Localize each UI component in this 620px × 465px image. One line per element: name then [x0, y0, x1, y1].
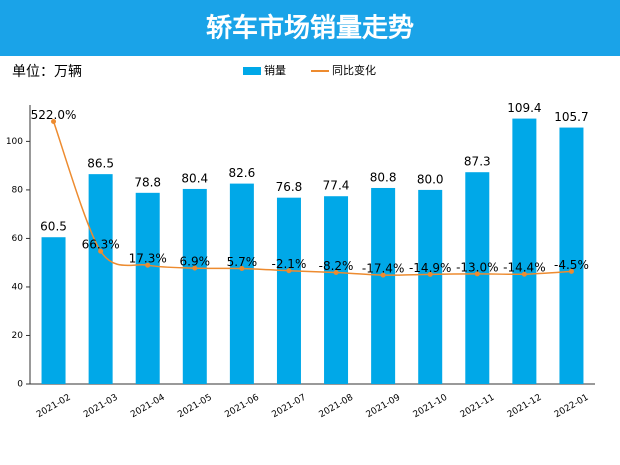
bar-value-label: 77.4	[323, 179, 350, 193]
bar-value-label: 80.8	[370, 170, 397, 184]
line-point	[51, 119, 57, 125]
line-point	[521, 271, 527, 277]
x-tick-label: 2021-07	[270, 393, 308, 420]
bar	[512, 118, 537, 384]
bar	[276, 197, 301, 384]
line-point	[474, 271, 480, 277]
legend-label: 销量	[264, 63, 286, 77]
bar	[418, 189, 443, 384]
line-value-label: -2.1%	[272, 257, 307, 271]
bar-value-label: 87.3	[464, 155, 491, 169]
unit-label: 单位：万辆	[12, 64, 82, 80]
bar	[229, 183, 254, 384]
line-point	[192, 265, 198, 271]
bar-value-label: 78.8	[134, 175, 161, 189]
x-tick-label: 2021-04	[129, 393, 167, 421]
line-value-label: 66.3%	[82, 238, 120, 252]
line-value-label: 6.9%	[180, 255, 211, 269]
bar-value-label: 76.8	[276, 180, 303, 194]
line-value-label: 5.7%	[227, 255, 258, 269]
x-tick-label: 2021-06	[223, 393, 261, 421]
bar-value-label: 60.5	[40, 220, 67, 234]
line-point	[239, 265, 245, 271]
legend-swatch	[243, 67, 261, 75]
line-value-label: -14.4%	[503, 261, 545, 275]
line-point	[380, 272, 386, 278]
x-tick-label: 2021-11	[459, 393, 497, 420]
bar	[182, 188, 207, 384]
line-point	[333, 269, 339, 275]
y-tick-label: 0	[17, 380, 23, 390]
line-point	[427, 271, 433, 277]
bar-value-label: 82.6	[229, 166, 256, 180]
chart-title: 轿车市场销量走势	[206, 13, 414, 44]
y-tick-label: 80	[12, 185, 24, 195]
x-tick-label: 2021-10	[412, 393, 450, 421]
bar-value-label: 105.7	[554, 110, 588, 124]
line-value-label: -17.4%	[362, 262, 404, 276]
bar-value-label: 109.4	[507, 101, 541, 115]
y-tick-label: 40	[12, 282, 24, 292]
line-point	[286, 268, 292, 274]
line-point	[145, 262, 151, 268]
line-value-label: -4.5%	[554, 258, 589, 272]
y-tick-label: 60	[12, 234, 24, 244]
bar	[371, 187, 396, 384]
bar	[559, 127, 584, 384]
line-point	[98, 248, 104, 254]
x-tick-label: 2021-05	[176, 393, 214, 420]
legend-label: 同比变化	[332, 63, 376, 77]
x-tick-label: 2021-02	[35, 393, 73, 420]
bar-value-label: 80.4	[181, 171, 208, 185]
x-tick-label: 2021-08	[318, 393, 356, 421]
line-value-label: -13.0%	[456, 260, 498, 274]
x-tick-label: 2021-03	[82, 393, 120, 420]
line-value-label: 522.0%	[31, 108, 77, 122]
bar	[88, 174, 113, 384]
title-banner	[0, 0, 620, 56]
x-tick-label: 2021-09	[365, 393, 403, 421]
line-value-label: 17.3%	[129, 252, 167, 266]
x-tick-label: 2022-01	[553, 393, 591, 420]
y-tick-label: 100	[6, 137, 23, 147]
x-tick-label: 2021-12	[506, 393, 544, 420]
bar	[324, 196, 349, 384]
y-tick-label: 20	[12, 331, 24, 341]
bar	[135, 192, 160, 384]
bar-value-label: 86.5	[87, 157, 114, 171]
bar-value-label: 80.0	[417, 172, 444, 186]
bar	[465, 172, 490, 384]
line-point	[568, 268, 574, 274]
line-value-label: -8.2%	[319, 259, 354, 273]
line-value-label: -14.9%	[409, 261, 451, 275]
bar	[41, 237, 66, 384]
